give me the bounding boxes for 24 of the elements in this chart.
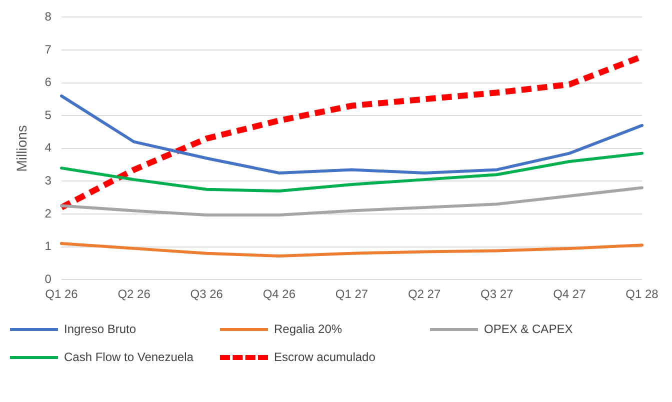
x-tick-label: Q3 27 xyxy=(480,287,514,302)
y-tick-label: 4 xyxy=(44,140,52,155)
legend-label: Cash Flow to Venezuela xyxy=(64,350,194,364)
x-tick-label: Q2 26 xyxy=(118,287,151,302)
x-tick-label: Q2 27 xyxy=(408,287,441,302)
y-tick-label: 3 xyxy=(44,174,52,188)
y-axis-title: Millions xyxy=(13,125,30,172)
x-tick-label: Q1 28 xyxy=(626,287,659,302)
x-tick-label: Q1 27 xyxy=(335,287,368,302)
y-tick-label: 7 xyxy=(44,42,52,56)
legend-label: Ingreso Bruto xyxy=(64,322,136,336)
y-tick-label: 2 xyxy=(44,206,52,220)
x-tick-label: Q1 26 xyxy=(45,287,78,302)
x-tick-label: Q3 26 xyxy=(190,287,224,302)
legend-label: Escrow acumulado xyxy=(274,350,376,364)
legend-label: Regalia 20% xyxy=(274,322,342,336)
x-tick-label: Q4 27 xyxy=(553,287,586,302)
legend-label: OPEX & CAPEX xyxy=(484,322,573,336)
y-tick-label: 5 xyxy=(44,108,52,122)
y-tick-label: 8 xyxy=(44,10,52,24)
x-tick-label: Q4 26 xyxy=(262,287,296,302)
y-tick-label: 0 xyxy=(44,272,52,286)
y-tick-label: 1 xyxy=(44,239,52,254)
y-tick-label: 6 xyxy=(44,75,52,90)
